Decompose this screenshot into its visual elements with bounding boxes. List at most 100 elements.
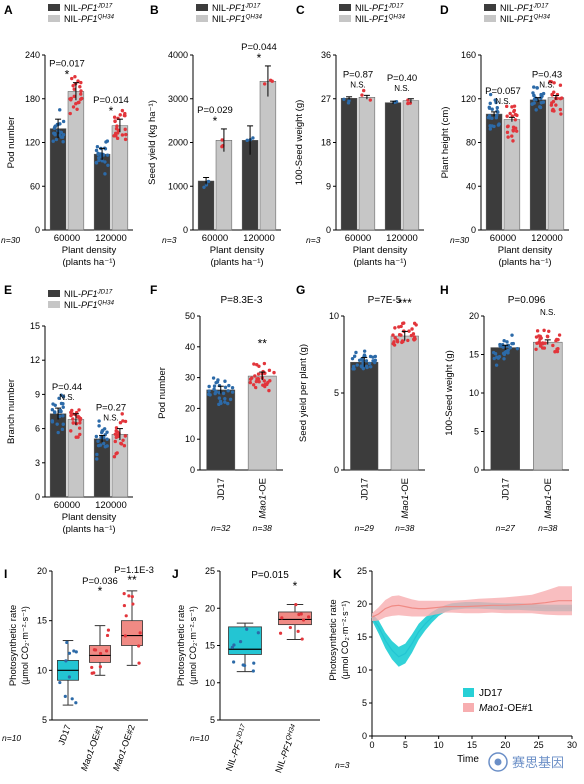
bar — [547, 97, 565, 231]
panel-I-y-tick-label: 5 — [42, 715, 47, 725]
data-point — [488, 116, 492, 120]
data-point — [221, 391, 226, 396]
data-point — [355, 363, 359, 367]
data-point — [90, 665, 94, 670]
x-tick-label: 60000 — [54, 233, 80, 244]
data-point — [552, 109, 556, 113]
data-point — [227, 383, 231, 388]
x-axis-label-unit: (plants ha⁻¹) — [62, 257, 115, 268]
x-axis-label: Plant density — [498, 245, 553, 256]
data-point — [555, 347, 559, 351]
panel-G-y-tick-label: 5 — [334, 388, 339, 398]
data-point — [407, 329, 411, 333]
data-point — [401, 321, 405, 326]
p-value-title: P=0.015 — [251, 570, 289, 581]
bar — [350, 361, 379, 471]
data-point — [120, 133, 125, 137]
x-tick-label: NIL-PF1JD17 — [224, 723, 250, 773]
data-point — [77, 408, 81, 412]
data-point — [78, 85, 82, 89]
data-point — [245, 627, 249, 631]
data-point — [58, 108, 62, 112]
data-point — [50, 408, 55, 412]
box — [278, 611, 312, 626]
panel-D-y-tick-label: 0 — [471, 225, 476, 235]
panel-letter: B — [150, 3, 159, 17]
panel-E-y-tick-label: 3 — [35, 458, 40, 468]
data-point — [120, 108, 125, 113]
data-point — [410, 327, 414, 331]
x-tick-label: JD17 — [500, 478, 511, 500]
x-axis-label: Plant density — [62, 245, 117, 256]
data-point — [351, 367, 355, 371]
data-point — [74, 435, 78, 439]
data-point — [538, 105, 543, 110]
panel-F-y-tick-label: 40 — [185, 342, 195, 352]
data-point — [105, 153, 110, 157]
bar — [111, 125, 129, 231]
data-point — [488, 101, 492, 106]
data-point — [61, 422, 65, 426]
panel-B-y-tick-label: 4000 — [168, 50, 188, 60]
data-point — [101, 153, 106, 157]
data-point — [278, 631, 283, 635]
significance-label: N.S. — [103, 414, 119, 423]
data-point — [549, 103, 554, 107]
data-point — [77, 415, 81, 420]
sample-size-label: n=38 — [253, 523, 272, 533]
data-point — [238, 640, 243, 644]
data-point — [71, 84, 75, 88]
legend-swatch-dark — [484, 4, 496, 11]
data-point — [272, 370, 276, 375]
data-point — [72, 87, 76, 91]
data-point — [72, 94, 76, 99]
data-point — [538, 343, 543, 348]
data-point — [362, 349, 367, 353]
significance-label: ** — [127, 573, 137, 587]
p-value-title: P=8.3E-3 — [221, 295, 263, 306]
panel-E-y-tick-label: 15 — [30, 321, 40, 331]
panel-letter: G — [296, 283, 305, 297]
data-point — [124, 132, 128, 137]
panel-H-y-tick-label: 0 — [474, 465, 479, 475]
data-point — [106, 628, 111, 632]
data-point — [217, 402, 221, 407]
legend-label: NIL-PF1JD17 — [355, 3, 404, 14]
y-axis-label: Seed yield (kg ha⁻¹) — [147, 100, 158, 185]
panel-C-y-tick-label: 0 — [326, 225, 331, 235]
significance-label: * — [213, 114, 218, 128]
data-point — [558, 96, 563, 101]
significance-label: * — [257, 51, 262, 65]
sample-size-label: n=3 — [162, 235, 177, 245]
sample-size-label: n=10 — [190, 733, 209, 743]
y-axis-label-unit: (μmol CO₂·m⁻²·s⁻¹) — [340, 601, 350, 680]
panel-D: D NIL-PF1JD17NIL-PF1QH340408012016060000P… — [440, 3, 569, 268]
data-point — [540, 94, 544, 98]
bar — [247, 375, 277, 471]
legend-swatch-jd17 — [463, 688, 474, 697]
data-point — [253, 374, 257, 378]
data-point — [232, 660, 236, 664]
data-point — [215, 380, 220, 384]
data-point — [554, 339, 558, 343]
data-point — [74, 650, 78, 654]
panel-D-y-tick-label: 80 — [466, 138, 476, 148]
data-point — [245, 138, 249, 143]
data-point — [505, 130, 510, 135]
data-point — [513, 126, 518, 130]
data-point — [55, 422, 59, 426]
watermark-label: 赛思基因 — [512, 755, 564, 770]
data-point — [223, 385, 228, 390]
data-point — [412, 321, 417, 326]
data-point — [127, 594, 131, 598]
data-point — [67, 651, 72, 655]
panel-G-y-tick-label: 10 — [329, 311, 339, 321]
data-point — [53, 410, 57, 415]
legend-swatch-light — [339, 15, 351, 22]
data-point — [535, 86, 539, 90]
data-point — [64, 659, 68, 663]
y-axis-label: 100-Seed weight (g) — [444, 350, 455, 436]
